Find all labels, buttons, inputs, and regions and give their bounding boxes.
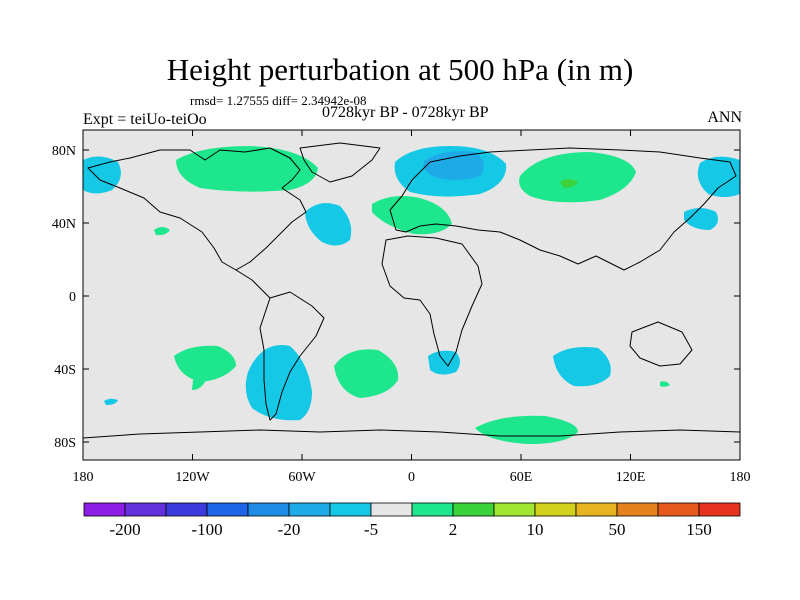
colorbar-label: -5	[364, 520, 378, 539]
negative-core-scandinavia	[423, 151, 484, 180]
colorbar-box	[370, 502, 413, 517]
colorbar-label: -200	[109, 520, 140, 539]
coastlines	[83, 142, 740, 439]
negative-region-south-pacific	[104, 398, 118, 405]
lon-label: 180	[73, 470, 94, 485]
colorbar-box	[575, 502, 618, 517]
negative-region-north-atlantic	[305, 203, 352, 246]
colorbar-box	[698, 502, 741, 517]
lat-label: 0	[69, 290, 76, 305]
colorbar-label: -100	[191, 520, 222, 539]
lon-label: 60W	[288, 470, 316, 485]
coast-south-america	[259, 291, 325, 421]
positive-core-siberia	[560, 179, 578, 188]
colorbar-box	[616, 502, 659, 517]
negative-region-north-pacific-east	[684, 208, 718, 230]
lat-label: 40S	[54, 363, 76, 378]
colorbar-box	[206, 502, 249, 517]
colorbar-labels: -200 -100 -20 -5 2 10 50 150	[109, 520, 711, 539]
colorbar-label: -20	[278, 520, 301, 539]
colorbar-box	[452, 502, 495, 517]
lon-label: 0	[408, 470, 415, 485]
map-area	[83, 130, 740, 460]
lat-label: 80N	[52, 144, 76, 159]
colorbar-box	[288, 502, 331, 517]
colorbar-boxes	[83, 502, 741, 517]
season-label: ANN	[707, 109, 742, 126]
positive-region-south-atlantic	[334, 349, 399, 398]
colorbar-box	[411, 502, 454, 517]
coast-africa	[381, 235, 483, 367]
axis-ticks	[82, 130, 741, 460]
colorbar-box	[83, 502, 126, 517]
longitude-labels: 180 120W 60W 0 60E 120E 180	[73, 470, 751, 485]
period-label: 0728kyr BP - 0728kyr BP	[322, 104, 489, 121]
lon-label: 60E	[510, 470, 533, 485]
coast-antarctica	[83, 429, 740, 439]
colorbar-box	[329, 502, 372, 517]
positive-region-south-pacific	[174, 345, 236, 382]
colorbar-box	[534, 502, 577, 517]
colorbar-box	[165, 502, 208, 517]
colorbar: -200 -100 -20 -5 2 10 50 150	[83, 502, 741, 539]
coast-australia	[629, 321, 693, 367]
positive-region-north-america	[176, 146, 318, 192]
latitude-labels: 80N 40N 0 40S 80S	[52, 144, 76, 451]
colorbar-label: 150	[686, 520, 712, 539]
lat-label: 80S	[54, 436, 76, 451]
positive-region-north-pacific-small	[154, 227, 170, 236]
colorbar-box	[247, 502, 290, 517]
positive-region-siberia	[519, 152, 636, 203]
colorbar-box	[124, 502, 167, 517]
lon-label: 180	[730, 470, 751, 485]
coast-central-america	[235, 269, 271, 299]
positive-region-south-pacific-tail	[192, 378, 205, 390]
lon-label: 120E	[616, 470, 646, 485]
coast-eurasia	[389, 147, 737, 271]
negative-region-pacific-east	[697, 156, 740, 197]
colorbar-box	[657, 502, 700, 517]
coast-north-america	[87, 147, 307, 271]
anomaly-contours	[83, 146, 740, 444]
experiment-label: Expt = teiUo-teiOo	[83, 111, 207, 128]
colorbar-box	[493, 502, 536, 517]
colorbar-label: 50	[609, 520, 626, 539]
map-title: Height perturbation at 500 hPa (in m)	[166, 52, 634, 87]
colorbar-label: 10	[527, 520, 544, 539]
negative-region-indian-ocean	[553, 347, 611, 387]
colorbar-label: 2	[449, 520, 458, 539]
lon-label: 120W	[175, 470, 210, 485]
negative-region-south-africa	[428, 350, 460, 375]
coast-greenland	[299, 142, 381, 183]
rmsd-diff-stats: rmsd= 1.27555 diff= 2.34942e-08	[190, 93, 367, 108]
positive-region-southern-ocean	[475, 415, 578, 444]
lat-label: 40N	[52, 217, 76, 232]
positive-region-australia-small	[660, 381, 670, 387]
